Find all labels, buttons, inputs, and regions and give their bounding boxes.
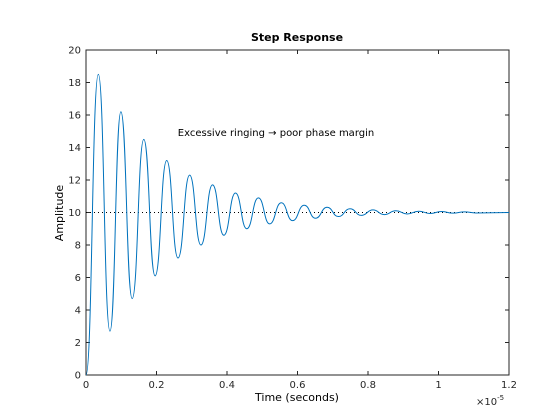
y-tick-label: 0 [75, 371, 81, 382]
chart-annotation: Excessive ringing → poor phase margin [178, 128, 374, 139]
step-response-line [85, 73, 510, 376]
chart-title: Step Response [251, 31, 343, 44]
x-tick-label: 1.2 [501, 380, 517, 391]
y-axis-label: Amplitude [53, 185, 66, 242]
x-tick-label: 0.6 [290, 380, 306, 391]
x-tick-label: 1 [435, 380, 441, 391]
y-tick-labels: 0 2 4 6 8 10 12 14 16 18 20 [68, 46, 81, 382]
x-tick-label: 0.2 [149, 380, 165, 391]
x-axis-label: Time (seconds) [254, 391, 339, 404]
tick-marks [85, 49, 510, 376]
y-tick-label: 6 [75, 273, 81, 284]
y-tick-label: 20 [68, 46, 81, 57]
x-tick-label: 0 [83, 380, 89, 391]
y-tick-label: 2 [75, 338, 81, 349]
x-tick-label: 0.8 [360, 380, 376, 391]
x-tick-labels: 0 0.2 0.4 0.6 0.8 1 1.2 [83, 380, 517, 391]
y-tick-label: 16 [68, 111, 81, 122]
y-tick-label: 8 [75, 241, 81, 252]
y-tick-label: 18 [68, 78, 81, 89]
y-tick-label: 10 [68, 208, 81, 219]
x-tick-label: 0.4 [219, 380, 235, 391]
y-tick-label: 12 [68, 176, 81, 187]
x-multiplier-label: ×10-5 [476, 394, 504, 408]
y-tick-label: 14 [68, 143, 81, 154]
y-tick-label: 4 [75, 306, 81, 317]
